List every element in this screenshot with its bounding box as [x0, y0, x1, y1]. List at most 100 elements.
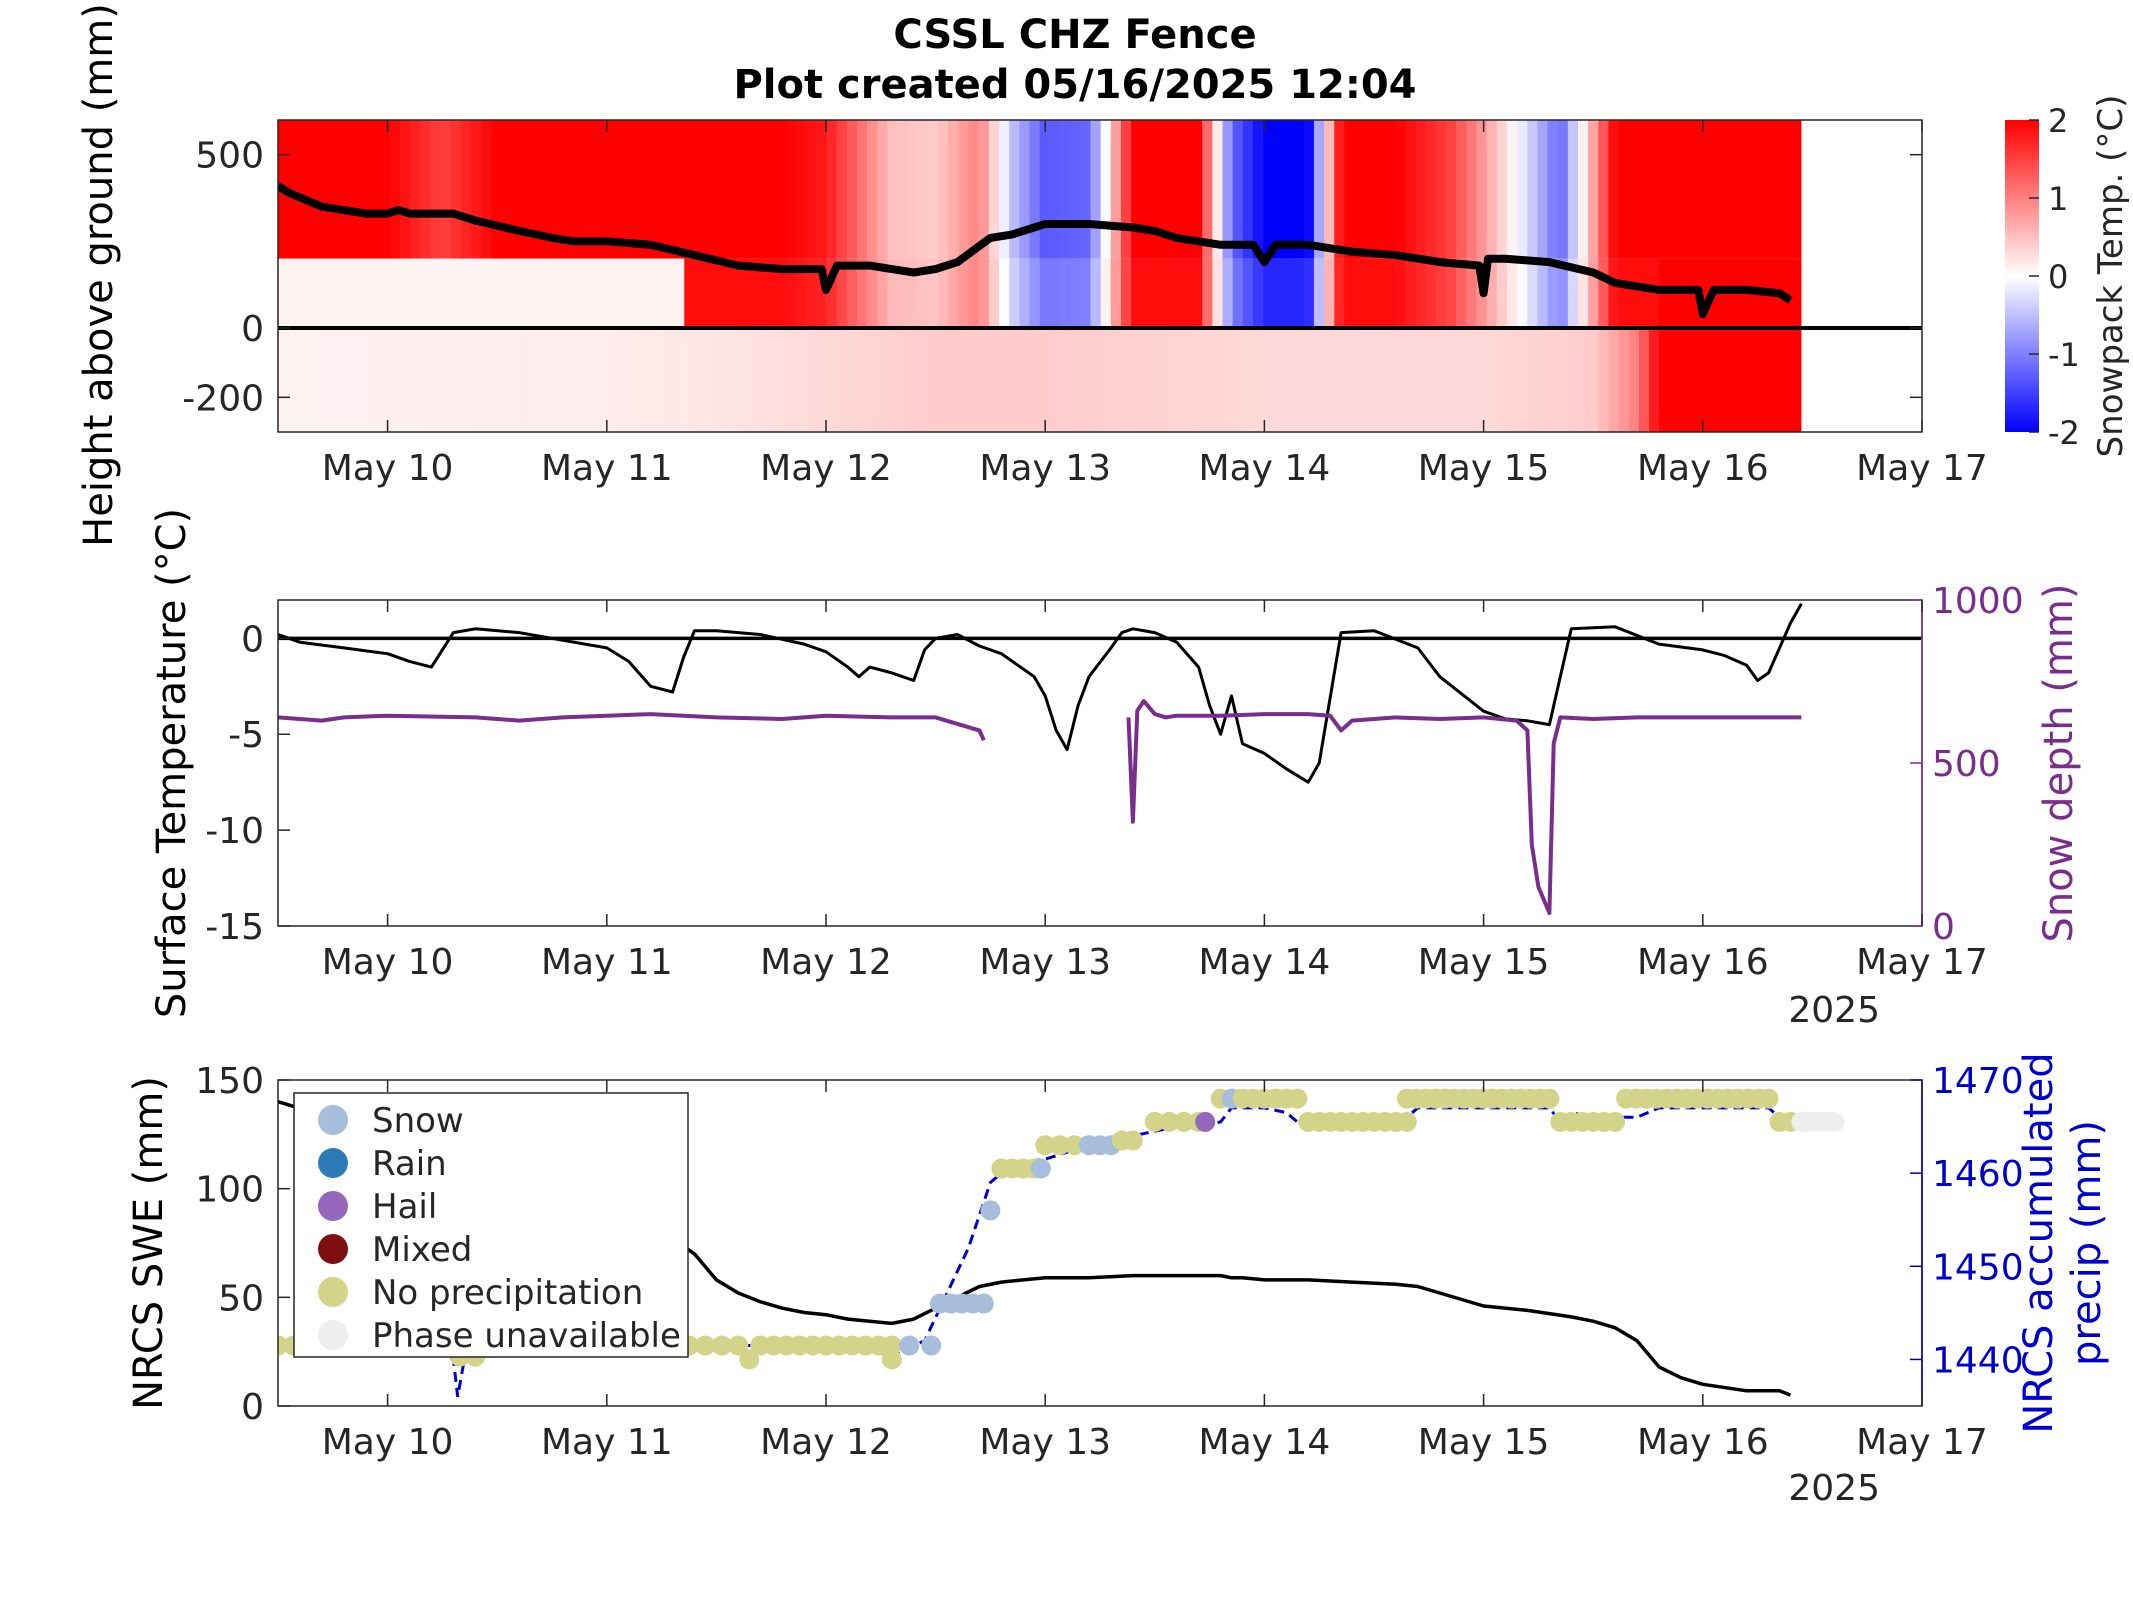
heat-cell-upper [674, 120, 686, 259]
heat-cell-ground [430, 328, 442, 432]
heat-cell-ground [968, 328, 980, 432]
heat-cell-upper [1506, 120, 1518, 259]
heat-cell-mid [694, 258, 706, 328]
heat-cell-ground [1334, 328, 1346, 432]
heat-cell-upper [288, 120, 300, 259]
heat-cell-ground [1120, 328, 1132, 432]
heat-cell-ground [420, 328, 432, 432]
heat-cell-upper [572, 120, 584, 259]
heat-cell-ground [531, 328, 543, 432]
heat-cell-upper [1110, 120, 1122, 259]
legend-marker-mixed [318, 1234, 348, 1264]
heat-cell-ground [1131, 328, 1143, 432]
heat-cell-ground [1506, 328, 1518, 432]
heat-cell-upper [897, 120, 909, 259]
heat-cell-mid [318, 258, 330, 328]
heat-cell-ground [1039, 328, 1051, 432]
legend-label: No precipitation [372, 1273, 643, 1313]
heat-cell-ground [714, 328, 726, 432]
heat-cell-upper [308, 120, 320, 259]
phase-point-snow [899, 1335, 920, 1356]
heat-cell-mid [1293, 258, 1305, 328]
heat-cell-mid [491, 258, 503, 328]
heat-cell-upper [1029, 120, 1041, 259]
heat-cell-mid [450, 258, 462, 328]
heat-cell-upper [826, 120, 838, 259]
heat-cell-mid [1364, 258, 1376, 328]
xtick-label: May 14 [1199, 448, 1331, 489]
heat-cell-upper [1608, 120, 1620, 259]
heat-cell-mid [399, 258, 411, 328]
phase-point-no_precip [1049, 1135, 1070, 1156]
heat-cell-mid [572, 258, 584, 328]
heat-cell-upper [1476, 120, 1488, 259]
heat-cell-mid [1537, 258, 1549, 328]
heat-cell-mid [978, 258, 990, 328]
heat-cell-upper [856, 120, 868, 259]
y2tick-label: 1460 [1932, 1154, 2024, 1195]
xtick-label: May 12 [760, 942, 892, 983]
heat-cell-upper [1578, 120, 1589, 259]
heat-cell-mid [501, 258, 513, 328]
heat-cell-mid [460, 258, 472, 328]
surface-temp-lines [278, 603, 1922, 915]
ytick-label: 0 [241, 619, 264, 660]
heat-cell-upper [1517, 120, 1529, 259]
heat-cell-ground [1100, 328, 1112, 432]
heat-cell-mid [988, 258, 1000, 328]
legend-marker-no_precip [318, 1277, 348, 1307]
legend-marker-rain [318, 1148, 348, 1178]
heat-cell-ground [877, 328, 889, 432]
heat-cell-ground [1232, 328, 1244, 432]
phase-point-no_precip [1035, 1135, 1056, 1156]
heat-cell-ground [826, 328, 838, 432]
heat-cell-ground [308, 328, 320, 432]
xtick-label: May 13 [979, 1422, 1111, 1463]
heat-cell-ground [1791, 328, 1803, 432]
heat-cell-ground [846, 328, 858, 432]
heat-cell-ground [359, 328, 371, 432]
heat-cell-upper [1212, 120, 1224, 259]
heat-cell-ground [1141, 328, 1153, 432]
heat-cell-ground [1689, 328, 1701, 432]
heat-cell-mid [1110, 258, 1122, 328]
heat-cell-ground [1527, 328, 1539, 432]
heat-cell-upper [1527, 120, 1539, 259]
heat-cell-upper [836, 120, 848, 259]
heat-cell-upper [440, 120, 452, 259]
heat-cell-upper [1253, 120, 1264, 259]
legend-marker-snow [318, 1105, 348, 1135]
heat-cell-upper [1618, 120, 1630, 259]
legend-label: Mixed [372, 1230, 472, 1270]
heat-cell-mid [379, 258, 391, 328]
heat-cell-mid [1313, 258, 1325, 328]
heat-cell-mid [663, 258, 675, 328]
heat-cell-ground [1598, 328, 1610, 432]
heat-cell-upper [298, 120, 310, 259]
heat-cell-upper [1060, 120, 1071, 259]
heat-cell-mid [288, 258, 300, 328]
heat-cell-ground [1557, 328, 1569, 432]
heat-cell-ground [1263, 328, 1275, 432]
heat-cell-mid [887, 258, 899, 328]
heat-cell-upper [1334, 120, 1346, 259]
heat-cell-mid [308, 258, 320, 328]
year-label-mid: 2025 [1788, 990, 1880, 1031]
xtick-label: May 11 [541, 942, 673, 983]
heat-cell-upper [1374, 120, 1386, 259]
heat-cell-upper [1039, 120, 1051, 259]
heat-cell-upper [450, 120, 462, 259]
heat-cell-ground [1466, 328, 1478, 432]
colorbar-tick-label: -1 [2048, 336, 2080, 374]
heat-cell-upper [755, 120, 767, 259]
heat-cell-ground [653, 328, 665, 432]
heat-cell-ground [856, 328, 868, 432]
heat-cell-ground [1385, 328, 1396, 432]
heat-cell-mid [674, 258, 686, 328]
heat-cell-ground [572, 328, 584, 432]
heat-cell-mid [1598, 258, 1610, 328]
heat-cell-ground [1283, 328, 1295, 432]
xtick-label: May 12 [760, 448, 892, 489]
panel-surface-temperature: May 10 May 11 May 12 May 13 May 14 May 15 May … [149, 508, 2082, 1031]
